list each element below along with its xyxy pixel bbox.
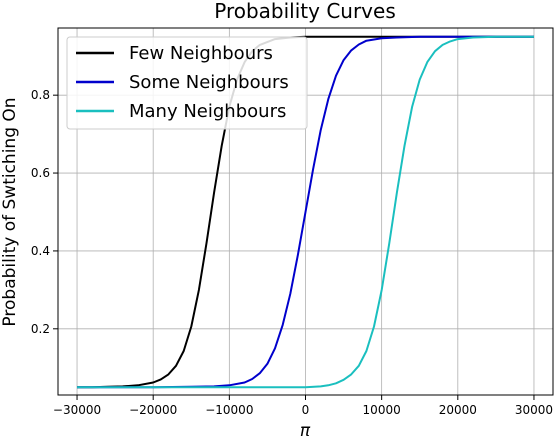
series-line [77,35,534,389]
series-line [77,35,534,389]
legend: Few Neighbours Some Neighbours Many Neighb… [66,36,308,130]
y-tick-label: 0.6 [31,166,50,180]
x-tick-label: −20000 [129,403,177,417]
x-axis-title: π [300,421,311,440]
y-axis-title: Probability of Swtiching On [0,97,20,326]
series-line [77,35,534,389]
legend-box [66,36,308,130]
chart-title: Probability Curves [214,0,396,23]
legend-label: Many Neighbours [129,101,286,122]
y-tick-label: 0.8 [31,88,50,102]
x-tick-label: −10000 [205,403,253,417]
x-tick-label: 0 [302,403,310,417]
y-ticks: 0.2 0.4 0.6 0.8 [31,88,58,336]
series-layer [77,35,534,389]
legend-label: Few Neighbours [129,43,273,64]
y-tick-label: 0.4 [31,244,50,258]
legend-label: Some Neighbours [129,72,289,93]
y-tick-label: 0.2 [31,322,50,336]
x-tick-label: 10000 [363,403,401,417]
x-ticks: −30000 −20000 −10000 0 10000 20000 30000 [53,395,553,417]
x-tick-label: 20000 [439,403,477,417]
x-tick-label: −30000 [53,403,101,417]
x-tick-label: 30000 [515,403,553,417]
